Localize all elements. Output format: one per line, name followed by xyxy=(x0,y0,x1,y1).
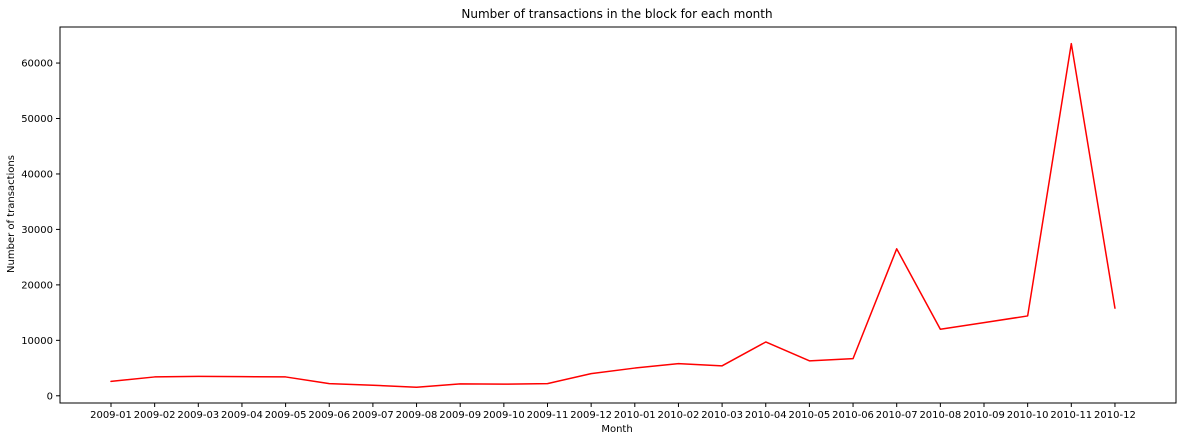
data-point xyxy=(983,322,985,324)
data-point xyxy=(503,383,505,385)
x-tick-label: 2010-10 xyxy=(1007,410,1049,421)
x-tick-label: 2010-06 xyxy=(832,410,874,421)
y-tick-label: 30000 xyxy=(21,225,53,236)
data-point xyxy=(459,383,461,385)
y-tick-label: 60000 xyxy=(21,59,53,70)
y-tick-label: 20000 xyxy=(21,280,53,291)
x-tick-label: 2009-01 xyxy=(90,410,132,421)
data-point xyxy=(547,383,549,385)
data-point xyxy=(110,380,112,382)
x-tick-label: 2010-02 xyxy=(658,410,700,421)
x-axis: 2009-01 2009-02 2009-03 2009-04 2009-05 2009-… xyxy=(90,403,1136,421)
data-point xyxy=(590,373,592,375)
data-point xyxy=(765,341,767,343)
x-tick-label: 2009-03 xyxy=(177,410,219,421)
x-tick-label: 2009-04 xyxy=(221,410,263,421)
x-tick-label: 2009-10 xyxy=(483,410,525,421)
y-axis-title: Number of transactions xyxy=(6,155,17,273)
data-point xyxy=(154,376,156,378)
data-point xyxy=(1114,307,1116,309)
y-tick-label: 40000 xyxy=(21,169,53,180)
x-tick-label: 2009-09 xyxy=(439,410,481,421)
data-point xyxy=(1070,43,1072,45)
y-tick-label: 10000 xyxy=(21,336,53,347)
x-tick-label: 2009-12 xyxy=(570,410,612,421)
x-tick-label: 2010-05 xyxy=(789,410,831,421)
y-tick-label: 0 xyxy=(47,391,53,402)
data-point xyxy=(285,376,287,378)
x-tick-label: 2010-12 xyxy=(1094,410,1136,421)
x-tick-label: 2009-07 xyxy=(352,410,394,421)
x-tick-label: 2009-02 xyxy=(134,410,176,421)
data-point xyxy=(721,365,723,367)
chart-title: Number of transactions in the block for … xyxy=(461,7,772,21)
x-tick-label: 2010-11 xyxy=(1050,410,1092,421)
x-tick-label: 2010-08 xyxy=(919,410,961,421)
data-point xyxy=(416,386,418,388)
data-point xyxy=(677,363,679,365)
y-tick-label: 50000 xyxy=(21,114,53,125)
data-point xyxy=(197,375,199,377)
data-point xyxy=(328,383,330,385)
series-group xyxy=(110,42,1116,388)
plot-area-frame xyxy=(59,26,1177,404)
data-point xyxy=(1027,315,1029,317)
x-tick-label: 2010-07 xyxy=(876,410,918,421)
x-tick-label: 2009-11 xyxy=(527,410,569,421)
y-axis: 0 10000 20000 30000 40000 50000 60000 xyxy=(21,59,60,402)
data-point xyxy=(852,358,854,360)
x-tick-label: 2010-09 xyxy=(963,410,1005,421)
x-tick-label: 2010-01 xyxy=(614,410,656,421)
x-tick-label: 2009-05 xyxy=(265,410,307,421)
series-line xyxy=(110,42,1116,388)
data-point xyxy=(241,376,243,378)
data-point xyxy=(634,367,636,369)
x-axis-title: Month xyxy=(601,424,632,435)
x-tick-label: 2010-04 xyxy=(745,410,787,421)
x-tick-label: 2010-03 xyxy=(701,410,743,421)
data-point xyxy=(808,360,810,362)
data-point xyxy=(896,248,898,250)
x-tick-label: 2009-08 xyxy=(396,410,438,421)
x-tick-label: 2009-06 xyxy=(308,410,350,421)
data-point xyxy=(372,384,374,386)
data-point xyxy=(939,328,941,330)
